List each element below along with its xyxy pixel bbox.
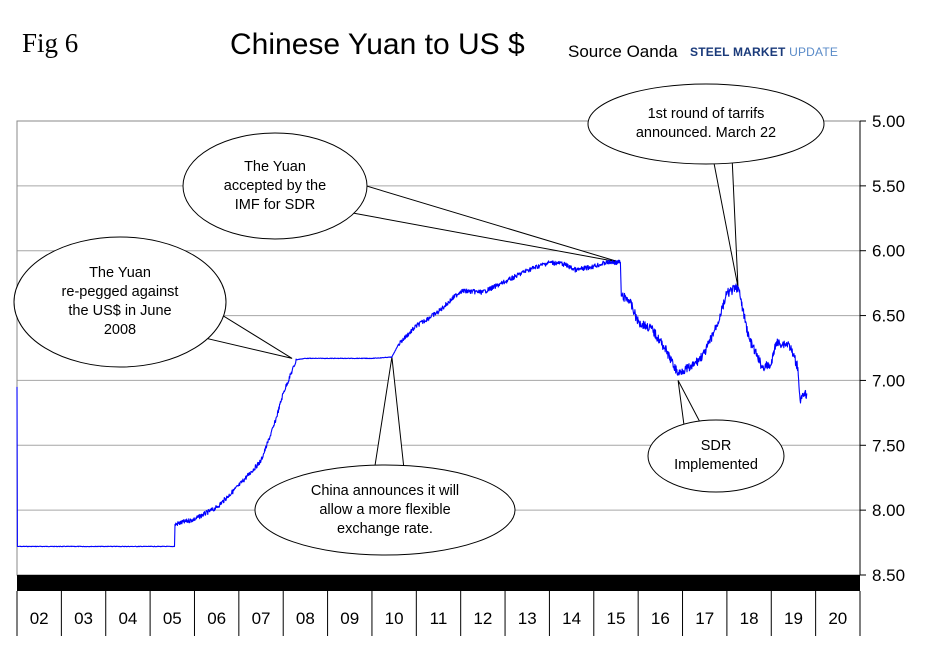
callout-line: exchange rate. [337,520,433,537]
x-tick-label: 03 [74,609,93,628]
x-tick-label: 05 [163,609,182,628]
callout-line: SDR [700,438,732,454]
x-tick-label: 09 [340,609,359,628]
callout-text: The Yuan accepted by the IMF for SDR [188,158,362,215]
x-tick-label: 18 [740,609,759,628]
y-tick-label: 8.00 [872,501,905,520]
source-note: Source Oanda [568,42,678,61]
x-axis-ticks: 02 03 04 05 06 07 08 09 10 11 12 13 14 15 16 17 18 19 20 [16,591,861,636]
x-tick-label: 17 [695,609,714,628]
x-tick-label: 02 [30,609,49,628]
x-tick-label: 06 [207,609,226,628]
callout-line: The Yuan [244,158,306,175]
x-tick-label: 15 [607,609,626,628]
callout-bubble [587,83,825,165]
y-tick-label: 8.50 [872,566,905,585]
x-tick-label: 10 [385,609,404,628]
x-tick-label: 13 [518,609,537,628]
callout-pointer [711,148,739,288]
brand-logo-light: UPDATE [789,45,839,59]
brand-logo: STEEL MARKET UPDATE [690,45,838,59]
x-tick-label: 19 [784,609,803,628]
y-tick-label: 7.50 [872,436,905,455]
callout-pointer [333,177,621,263]
callout-line: re-pegged against [61,284,179,300]
callout-text: SDR Implemented [653,437,779,475]
brand-logo-bold: STEEL MARKET [690,45,786,59]
callout-text: 1st round of tarrifs announced. March 22 [593,105,819,143]
callout-line: accepted by the [223,177,327,194]
callout-line: 1st round of tarrifs [647,106,765,122]
y-axis-ticks: 5.00 5.50 6.00 6.50 7.00 7.50 8.00 8.50 [860,112,905,585]
callout-line: allow a more flexible [319,501,451,518]
x-tick-label: 20 [828,609,847,628]
x-tick-label: 14 [562,609,581,628]
callout-bubble [254,464,516,556]
y-tick-label: 5.00 [872,112,905,131]
series-line-cny-usd [16,259,808,548]
x-tick-label: 11 [430,609,448,628]
callout-pointer [372,357,406,480]
y-tick-label: 6.50 [872,307,905,326]
callout-line: China announces it will [310,482,460,499]
y-tick-label: 7.00 [872,371,905,390]
x-tick-label: 07 [252,609,271,628]
x-tick-label: 16 [651,609,670,628]
callout-text: The Yuan re-pegged against the US$ in June… [19,264,221,340]
callout-bubble [182,132,368,240]
callout-line: the US$ in June [68,303,172,319]
y-tick-label: 5.50 [872,177,905,196]
callout-line: Implemented [674,457,758,473]
callout-bubble [13,236,227,368]
x-tick-label: 08 [296,609,315,628]
callout-line: 2008 [103,322,137,338]
x-axis-band [17,575,860,591]
callout-text: China announces it will allow a more flex… [260,482,510,539]
x-tick-label: 04 [118,609,137,628]
chart-title: Chinese Yuan to US $ [230,28,525,61]
callout-pointers [13,83,825,556]
callout-line: The Yuan [89,265,151,281]
callout-line: announced. March 22 [635,125,777,141]
callout-bubble [647,419,785,493]
figure-label: Fig 6 [22,28,79,58]
x-tick-label: 12 [473,609,492,628]
y-tick-label: 6.00 [872,242,905,261]
callout-line: IMF for SDR [234,196,316,213]
